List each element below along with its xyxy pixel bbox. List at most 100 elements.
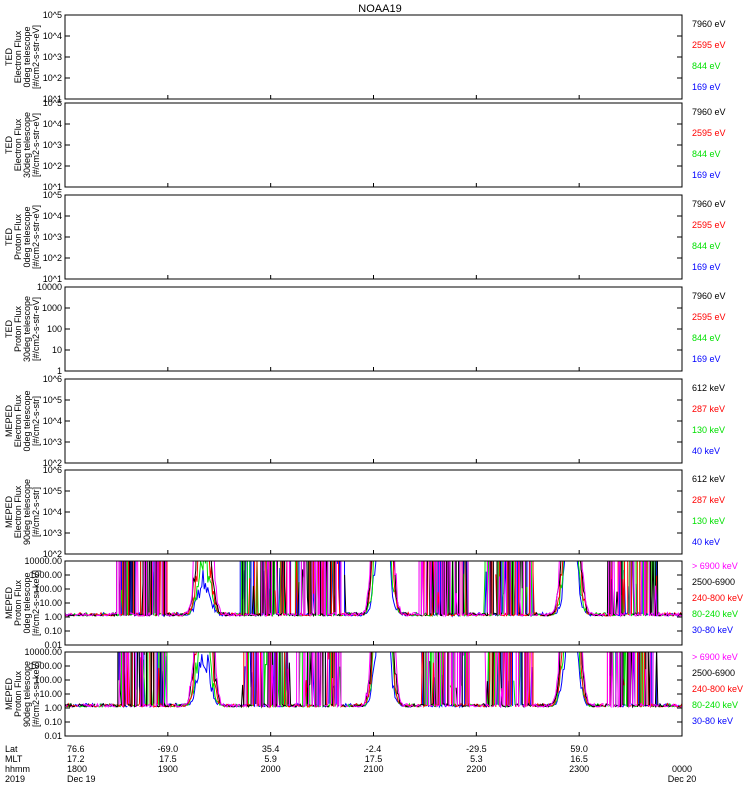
x-tick-label-lat: -2.4: [366, 744, 382, 754]
legend-entry: 30-80 keV: [692, 625, 733, 635]
y-tick-label: 10^4: [43, 507, 62, 517]
y-tick-label: 0.01: [44, 731, 62, 741]
legend-entry: 2595 eV: [692, 40, 726, 50]
x-tick-label-hhmm: 2200: [466, 764, 486, 774]
panel-1: 10^1 10^2 10^3 10^4 10^5 TED Electron Flux 0deg…: [4, 10, 726, 104]
y-axis-label: Proton Flux: [13, 579, 23, 626]
panel-6: 10^2 10^3 10^4 10^5 10^6 MEPED Electron Flux 90…: [4, 465, 725, 559]
y-axis-label: 0deg telescope: [22, 390, 32, 451]
y-axis-label: Proton Flux: [13, 305, 23, 352]
x-row-label: MLT: [5, 754, 23, 764]
legend-entry: 80-240 keV: [692, 609, 738, 619]
x-tick-label-mlt: 5.3: [470, 754, 483, 764]
panel-8: 0.01 0.10 1.00 10.00 100.00 1000.00 10000.00 ME…: [4, 647, 743, 741]
panel-frame: [64, 378, 683, 464]
series-2595-ev: [65, 0, 682, 287]
y-tick-label: 10^4: [43, 416, 62, 426]
y-axis-label: TED: [4, 47, 14, 66]
legend-entry: 2595 eV: [692, 312, 726, 322]
y-axis-label: [#/cm2-s-str-eV]: [31, 25, 41, 89]
y-tick-label: 10^1: [43, 94, 62, 104]
y-axis-label: 0deg telescope: [22, 572, 32, 633]
legend-entry: 2595 eV: [692, 220, 726, 230]
panel-5: 10^2 10^3 10^4 10^5 10^6 MEPED Electron Flux 0d…: [4, 374, 725, 468]
legend-entry: 240-800 keV: [692, 593, 743, 603]
y-tick-label: 10^3: [43, 232, 62, 242]
legend-entry: 612 keV: [692, 383, 725, 393]
series-2500-6900: [65, 561, 682, 618]
legend-entry: 30-80 keV: [692, 716, 733, 726]
legend-entry: 40 keV: [692, 537, 720, 547]
x-tick-label-lat: 59.0: [570, 744, 588, 754]
y-axis-label: MEPED: [4, 405, 14, 438]
x-tick-label-mlt: 17.5: [365, 754, 383, 764]
y-tick-label: 10.00: [39, 689, 62, 699]
x-row-label: Lat: [5, 744, 18, 754]
y-tick-label: 10000: [37, 282, 62, 292]
x-tick-label-lat: -29.5: [466, 744, 487, 754]
y-axis-label: Electron Flux: [13, 394, 23, 447]
x-tick-label-hhmm: 0000: [672, 764, 692, 774]
legend-entry: 169 eV: [692, 82, 721, 92]
y-tick-label: 10^2: [43, 161, 62, 171]
series-844-ev: [346, 287, 600, 288]
y-axis-label: Proton Flux: [13, 213, 23, 260]
y-axis-label: Electron Flux: [13, 30, 23, 83]
series--6900-kev: [65, 652, 682, 709]
y-tick-label: 10^5: [43, 98, 62, 108]
panel-7: 0.01 0.10 1.00 10.00 100.00 1000.00 10000.00 ME…: [4, 556, 743, 650]
y-tick-label: 0.01: [44, 640, 62, 650]
x-tick-label-mlt: 17.5: [159, 754, 177, 764]
panel-frame: [64, 102, 683, 188]
y-tick-label: 10.00: [39, 598, 62, 608]
series-7960-ev: [179, 287, 486, 288]
y-tick-label: 10^6: [43, 374, 62, 384]
panel-traces: [65, 652, 682, 709]
y-axis-label: MEPED: [4, 496, 14, 529]
y-axis-label: TED: [4, 135, 14, 154]
x-tick-label-hhmm: 2300: [569, 764, 589, 774]
x-tick-label-hhmm: 1800: [67, 764, 87, 774]
x-tick-label-mlt: 17.2: [67, 754, 85, 764]
y-tick-label: 10^3: [43, 437, 62, 447]
y-tick-label: 10^4: [43, 119, 62, 129]
y-tick-label: 1: [57, 366, 62, 376]
y-tick-label: 1000.00: [29, 570, 62, 580]
y-tick-label: 10: [52, 345, 62, 355]
x-tick-label-date: Dec 19: [67, 774, 96, 784]
panel-2: 10^1 10^2 10^3 10^4 10^5 TED Electron Flux 30de…: [4, 98, 726, 192]
y-tick-label: 10^5: [43, 10, 62, 20]
series--6900-kev: [65, 561, 682, 618]
panel-3: 10^1 10^2 10^3 10^4 10^5 TED Proton Flux 0deg t…: [4, 190, 726, 284]
x-tick-label-hhmm: 2000: [261, 764, 281, 774]
legend-entry: 80-240 keV: [692, 700, 738, 710]
series-80-240-kev: [65, 561, 682, 618]
y-tick-label: 10^2: [43, 73, 62, 83]
y-tick-label: 10^2: [43, 253, 62, 263]
y-tick-label: 10^5: [43, 395, 62, 405]
y-tick-label: 10^3: [43, 52, 62, 62]
legend-entry: 7960 eV: [692, 107, 726, 117]
legend-entry: 169 eV: [692, 262, 721, 272]
legend-entry: 130 keV: [692, 425, 725, 435]
legend-entry: 844 eV: [692, 333, 721, 343]
legend-entry: 287 keV: [692, 404, 725, 414]
x-row-label: 2019: [5, 774, 25, 784]
y-axis-label: [#/cm2-s-str-eV]: [31, 297, 41, 361]
y-tick-label: 10^4: [43, 31, 62, 41]
legend-entry: 844 eV: [692, 149, 721, 159]
y-axis-label: TED: [4, 319, 14, 338]
x-tick-label-date: Dec 20: [668, 774, 697, 784]
y-axis-label: [#/cm2-s-sr-keV]: [31, 570, 41, 636]
panel-frame: [64, 194, 683, 280]
y-tick-label: 0.10: [44, 717, 62, 727]
legend-entry: > 6900 keV: [692, 652, 738, 662]
y-axis-label: MEPED: [4, 587, 14, 620]
panel-traces: [65, 561, 682, 618]
x-tick-label-lat: 76.6: [67, 744, 85, 754]
legend-entry: 7960 eV: [692, 291, 726, 301]
y-axis-label: TED: [4, 227, 14, 246]
y-axis-label: Proton Flux: [13, 670, 23, 717]
